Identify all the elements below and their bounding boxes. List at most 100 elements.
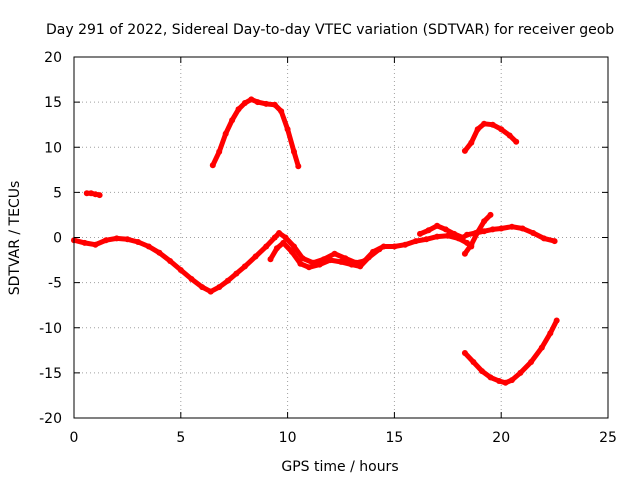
x-axis-label: GPS time / hours: [281, 459, 398, 475]
data-point: [468, 241, 475, 248]
data-point: [254, 99, 261, 106]
data-point: [528, 359, 535, 365]
data-point: [391, 243, 398, 250]
data-point: [538, 344, 545, 351]
data-point: [284, 126, 291, 133]
data-point: [502, 379, 509, 386]
x-tick-label: 10: [279, 430, 297, 446]
data-point: [280, 239, 287, 246]
y-tick-label: 10: [44, 140, 62, 156]
data-point: [496, 378, 503, 384]
data-point: [145, 243, 152, 250]
data-point: [224, 277, 231, 284]
x-tick-label: 20: [492, 430, 510, 446]
data-point: [513, 138, 520, 145]
data-point: [479, 368, 485, 375]
data-point: [229, 117, 236, 124]
tick-marks: [73, 56, 609, 419]
data-point: [508, 223, 515, 230]
data-point: [487, 211, 494, 218]
data-point: [297, 260, 304, 267]
y-tick-label: -5: [48, 276, 62, 292]
data-point: [464, 231, 470, 238]
data-point: [263, 243, 270, 250]
x-tick-label: 15: [385, 430, 403, 446]
data-point: [241, 263, 248, 270]
data-point: [481, 228, 488, 235]
data-point: [271, 234, 278, 241]
data-point: [316, 261, 323, 268]
data-point: [216, 148, 223, 155]
data-point: [553, 317, 560, 324]
data-point: [241, 100, 248, 106]
data-point: [489, 226, 496, 233]
series-upper-arc: [209, 96, 302, 170]
x-tick-label: 0: [70, 430, 79, 446]
data-point: [451, 230, 458, 237]
data-point: [271, 101, 278, 108]
data-point: [222, 130, 229, 137]
y-axis-label: SDTVAR / TECUs: [7, 181, 23, 296]
data-point: [489, 121, 496, 128]
data-point: [342, 255, 349, 262]
data-point: [207, 288, 214, 295]
data-point: [461, 147, 468, 154]
data-point: [474, 229, 481, 236]
data-point: [199, 284, 206, 291]
data-point: [506, 132, 513, 139]
data-point: [365, 254, 372, 261]
data-point: [96, 192, 103, 199]
data-point: [188, 276, 195, 282]
data-point: [442, 226, 449, 233]
data-point: [434, 233, 441, 240]
data-point: [508, 377, 515, 384]
y-tick-label: 15: [44, 95, 62, 111]
chart-title: Day 291 of 2022, Sidereal Day-to-day VTE…: [46, 22, 614, 38]
data-point: [338, 258, 344, 265]
data-point: [81, 239, 88, 246]
data-point: [291, 148, 297, 155]
series-upper-left: [83, 190, 103, 199]
data-point: [306, 264, 312, 271]
data-point: [348, 261, 355, 268]
y-tick-label: -10: [39, 321, 62, 337]
y-tick-label: -20: [39, 411, 62, 427]
data-point: [273, 245, 280, 252]
y-tick-label: 0: [53, 231, 62, 247]
data-point: [461, 250, 468, 257]
series-main-b: [267, 239, 383, 271]
data-point: [295, 163, 302, 170]
data-point: [291, 243, 297, 250]
series-main-a: [71, 230, 475, 295]
data-point: [113, 235, 120, 242]
tick-labels: 0 5 10 15 20 25 -20 -15 -10 -5 0 5 10 15 20: [39, 50, 617, 446]
data-point: [267, 256, 274, 263]
data-point: [376, 246, 383, 253]
data-point: [425, 227, 432, 234]
data-point: [417, 230, 423, 237]
y-tick-label: -15: [39, 366, 62, 382]
data-point: [278, 108, 285, 115]
x-tick-label: 25: [599, 430, 617, 446]
data-series: [71, 96, 560, 386]
data-point: [299, 255, 306, 262]
data-point: [83, 190, 90, 197]
data-point: [357, 263, 364, 270]
data-point: [468, 139, 475, 146]
series-upper-right-arc: [461, 120, 520, 154]
data-point: [233, 270, 240, 277]
data-point: [487, 374, 494, 381]
data-point: [177, 267, 184, 273]
data-point: [263, 100, 270, 107]
data-point: [103, 237, 109, 244]
data-point: [423, 236, 430, 243]
data-point: [167, 258, 174, 264]
data-point: [547, 330, 554, 337]
data-point: [498, 225, 505, 232]
data-point: [156, 249, 163, 256]
data-point: [470, 359, 477, 365]
data-point: [124, 236, 131, 243]
data-point: [331, 250, 338, 257]
data-point: [412, 238, 419, 245]
